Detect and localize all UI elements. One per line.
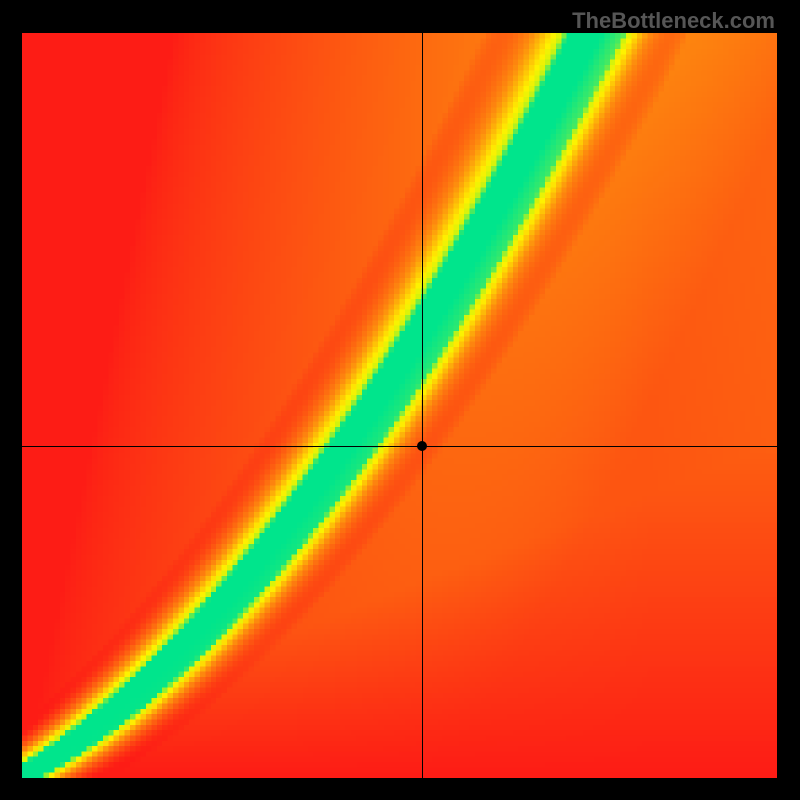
chart-container: TheBottleneck.com: [0, 0, 800, 800]
crosshair-vertical: [422, 33, 423, 778]
selection-marker-dot: [417, 441, 427, 451]
bottleneck-heatmap: [22, 33, 777, 778]
crosshair-horizontal: [22, 446, 777, 447]
watermark-text: TheBottleneck.com: [572, 8, 775, 34]
